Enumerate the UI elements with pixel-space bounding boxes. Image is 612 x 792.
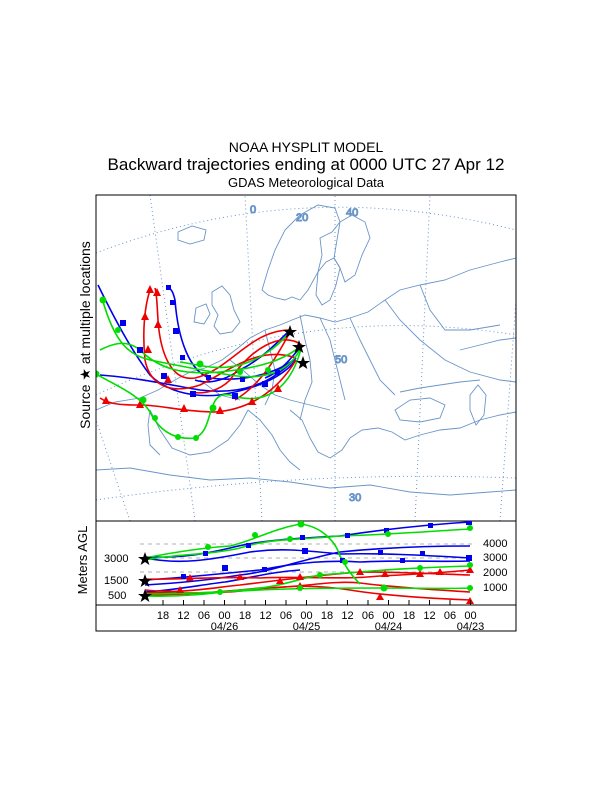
red-trajectory-b xyxy=(154,287,291,379)
time-tick-label: 18 xyxy=(157,610,169,622)
green-trajectory-a xyxy=(101,297,303,378)
trajectory-markers xyxy=(96,285,282,441)
blue-trajectory-b xyxy=(167,286,297,380)
date-label: 04/24 xyxy=(375,621,403,633)
lon-label-20: 20 xyxy=(296,212,308,224)
agl-label-1000: 1000 xyxy=(483,582,507,594)
trajectory-title: Backward trajectories ending at 0000 UTC… xyxy=(107,155,505,174)
start-height-500: 500 xyxy=(108,590,126,602)
height-profile-panel: 3000 1500 500 4000 3000 2000 1000 xyxy=(95,520,517,606)
model-title: NOAA HYSPLIT MODEL xyxy=(228,139,384,155)
agl-label-4000: 4000 xyxy=(483,538,507,550)
time-axis: 18 12 06 00 18 12 06 00 18 12 06 00 18 12 06 00 04/26 04… xyxy=(95,600,517,633)
time-tick-label: 06 xyxy=(280,610,292,622)
green-circle-markers xyxy=(96,296,271,441)
map-panel: 40 50 30 0 20 xyxy=(95,194,517,522)
time-tick-label: 00 xyxy=(382,610,394,622)
time-tick-label: 12 xyxy=(177,610,189,622)
time-tick-label: 18 xyxy=(321,610,333,622)
red-triangle-markers xyxy=(102,285,282,414)
time-tick-label: 06 xyxy=(362,610,374,622)
lon-label-0: 0 xyxy=(250,204,256,216)
agl-label-3000: 3000 xyxy=(483,552,507,564)
graticule xyxy=(96,195,516,521)
time-tick-label: 12 xyxy=(341,610,353,622)
lat-label-40: 40 xyxy=(346,207,358,219)
time-tick-label: 12 xyxy=(259,610,271,622)
agl-label-2000: 2000 xyxy=(483,567,507,579)
lat-label-30: 30 xyxy=(349,492,361,504)
source-star-south xyxy=(296,356,310,369)
time-tick-label: 00 xyxy=(464,610,476,622)
time-tick-label: 00 xyxy=(300,610,312,622)
start-height-stars xyxy=(138,552,152,602)
date-label: 04/26 xyxy=(211,621,239,633)
green-trajectory-b xyxy=(99,342,303,374)
date-label: 04/25 xyxy=(293,621,321,633)
time-tick-label: 18 xyxy=(239,610,251,622)
time-tick-label: 12 xyxy=(423,610,435,622)
green-trajectory-c xyxy=(96,344,303,440)
time-tick-label: 06 xyxy=(198,610,210,622)
lat-label-50: 50 xyxy=(335,354,347,366)
time-tick-label: 00 xyxy=(218,610,230,622)
start-height-3000: 3000 xyxy=(104,553,128,565)
start-height-1500: 1500 xyxy=(104,575,128,587)
red-trajectory-a xyxy=(143,289,297,390)
blue-square-markers xyxy=(120,285,280,399)
blue-trajectory-c xyxy=(99,357,297,393)
source-star-center xyxy=(292,340,306,353)
source-stars xyxy=(283,325,310,369)
time-tick-label: 06 xyxy=(444,610,456,622)
data-source-title: GDAS Meteorological Data xyxy=(227,175,385,190)
date-label: 04/23 xyxy=(457,621,485,633)
source-star-north xyxy=(283,325,297,338)
time-tick-label: 18 xyxy=(403,610,415,622)
